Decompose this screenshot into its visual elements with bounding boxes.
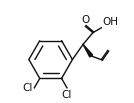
Text: Cl: Cl <box>62 90 72 100</box>
Text: OH: OH <box>102 17 118 27</box>
Text: O: O <box>81 15 90 25</box>
Text: Cl: Cl <box>23 83 33 93</box>
Polygon shape <box>83 44 93 57</box>
